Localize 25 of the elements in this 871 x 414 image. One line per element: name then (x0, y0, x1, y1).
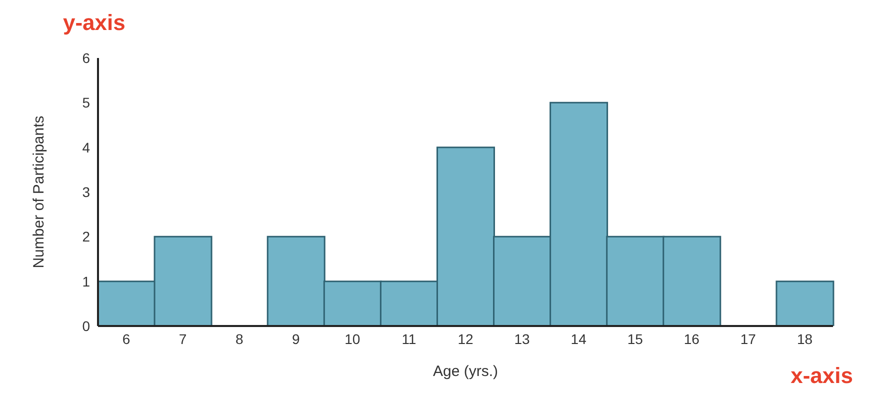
y-tick-label: 4 (82, 139, 90, 156)
x-tick-label: 6 (122, 330, 130, 347)
x-tick-label: 9 (292, 330, 300, 347)
y-tick-label: 5 (82, 94, 90, 111)
x-axis-title: Age (yrs.) (432, 363, 498, 380)
x-tick-label: 10 (344, 330, 360, 347)
text: y-axis (63, 10, 126, 36)
x-tick-label: 8 (235, 330, 244, 347)
x-tick-label: 14 (570, 330, 587, 347)
y-axis-title: Number of Participants (30, 116, 48, 268)
x-tick-label: 18 (796, 330, 813, 347)
x-tick-label: 12 (458, 330, 474, 347)
text: x-axis (790, 363, 853, 389)
y-tick-label: 2 (82, 228, 90, 245)
x-tick-label: 15 (627, 330, 644, 347)
x-tick-label: 7 (178, 330, 187, 347)
x-tick-label: 13 (514, 330, 530, 347)
x-tick-label: 11 (402, 330, 416, 347)
x-tick-label: 16 (684, 330, 700, 347)
y-tick-label: 1 (82, 273, 90, 290)
x-tick-label: 17 (740, 330, 756, 347)
y-tick-label: 0 (82, 318, 90, 334)
bar (776, 280, 834, 326)
y-tick-label: 3 (82, 184, 90, 200)
y-tick-label: 6 (82, 50, 90, 66)
